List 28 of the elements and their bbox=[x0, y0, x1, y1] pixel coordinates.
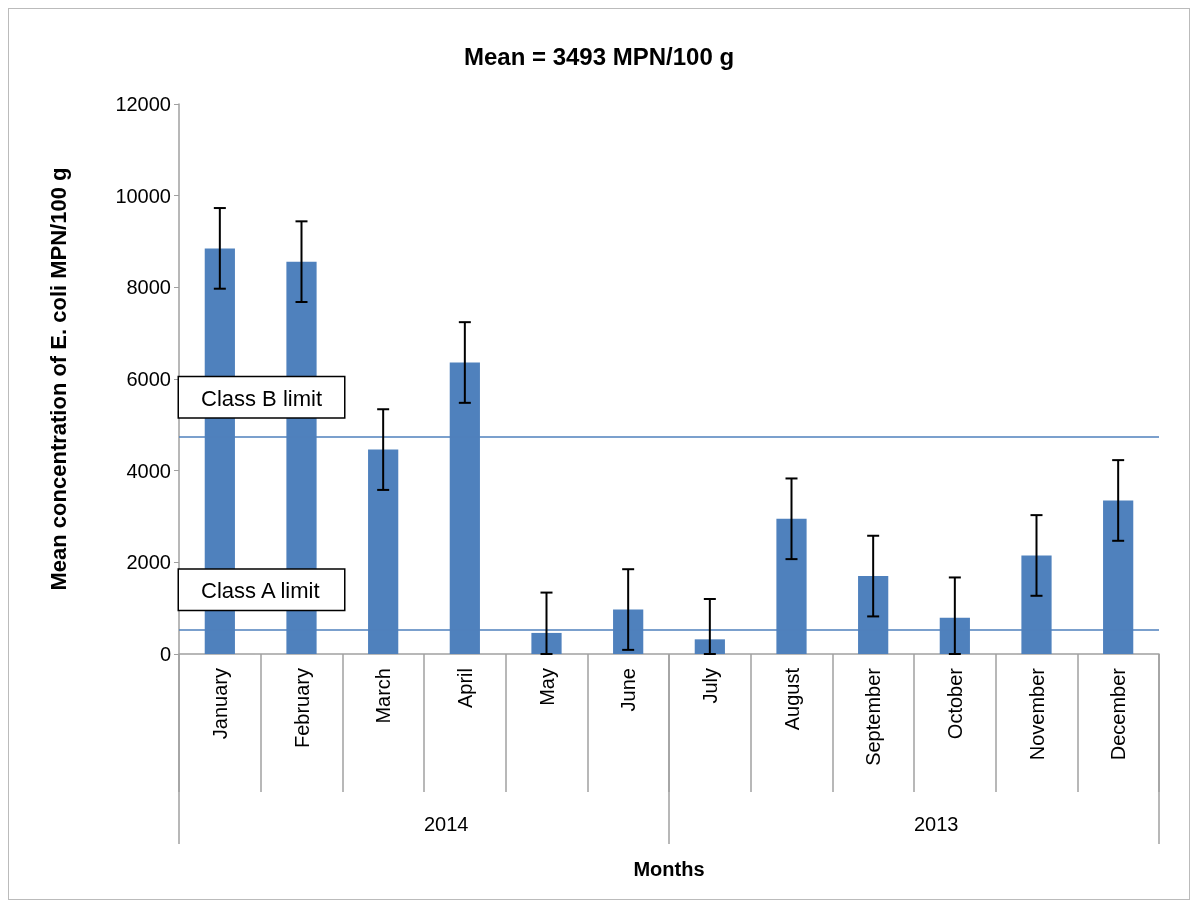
x-tick-label: October bbox=[943, 667, 966, 740]
x-tick-label: February bbox=[290, 668, 313, 749]
x-tick-label: March bbox=[372, 668, 395, 724]
chart-title: Mean = 3493 MPN/100 g bbox=[463, 42, 735, 70]
y-tick-label: 12000 bbox=[115, 93, 171, 115]
bar bbox=[531, 632, 562, 654]
y-axis-title: Mean concentration of E. coli MPN/100 g bbox=[45, 167, 71, 591]
ref-line-label: Class A limit bbox=[201, 578, 320, 604]
x-tick-label: December bbox=[1107, 667, 1130, 761]
x-tick-label: January bbox=[208, 668, 231, 740]
x-tick-label: September bbox=[862, 667, 885, 766]
x-tick-label: August bbox=[780, 667, 803, 731]
y-tick-label: 6000 bbox=[126, 368, 171, 390]
x-axis-title: Months bbox=[633, 858, 705, 880]
y-tick-label: 8000 bbox=[126, 276, 171, 299]
y-tick-label: 4000 bbox=[126, 459, 171, 482]
x-tick-label: June bbox=[617, 668, 640, 712]
text: 2013 bbox=[914, 813, 959, 835]
bar bbox=[694, 639, 725, 654]
x-tick-label: July bbox=[698, 668, 721, 704]
x-tick-label: November bbox=[1025, 667, 1048, 761]
x-tick-label: May bbox=[535, 668, 558, 706]
text: 2014 bbox=[424, 813, 469, 835]
y-tick-label: 0 bbox=[159, 643, 171, 665]
y-tick-label: 10000 bbox=[115, 184, 171, 207]
y-tick-label: 2000 bbox=[126, 551, 171, 574]
ref-line-label: Class B limit bbox=[201, 385, 323, 411]
x-tick-label: April bbox=[453, 668, 476, 709]
